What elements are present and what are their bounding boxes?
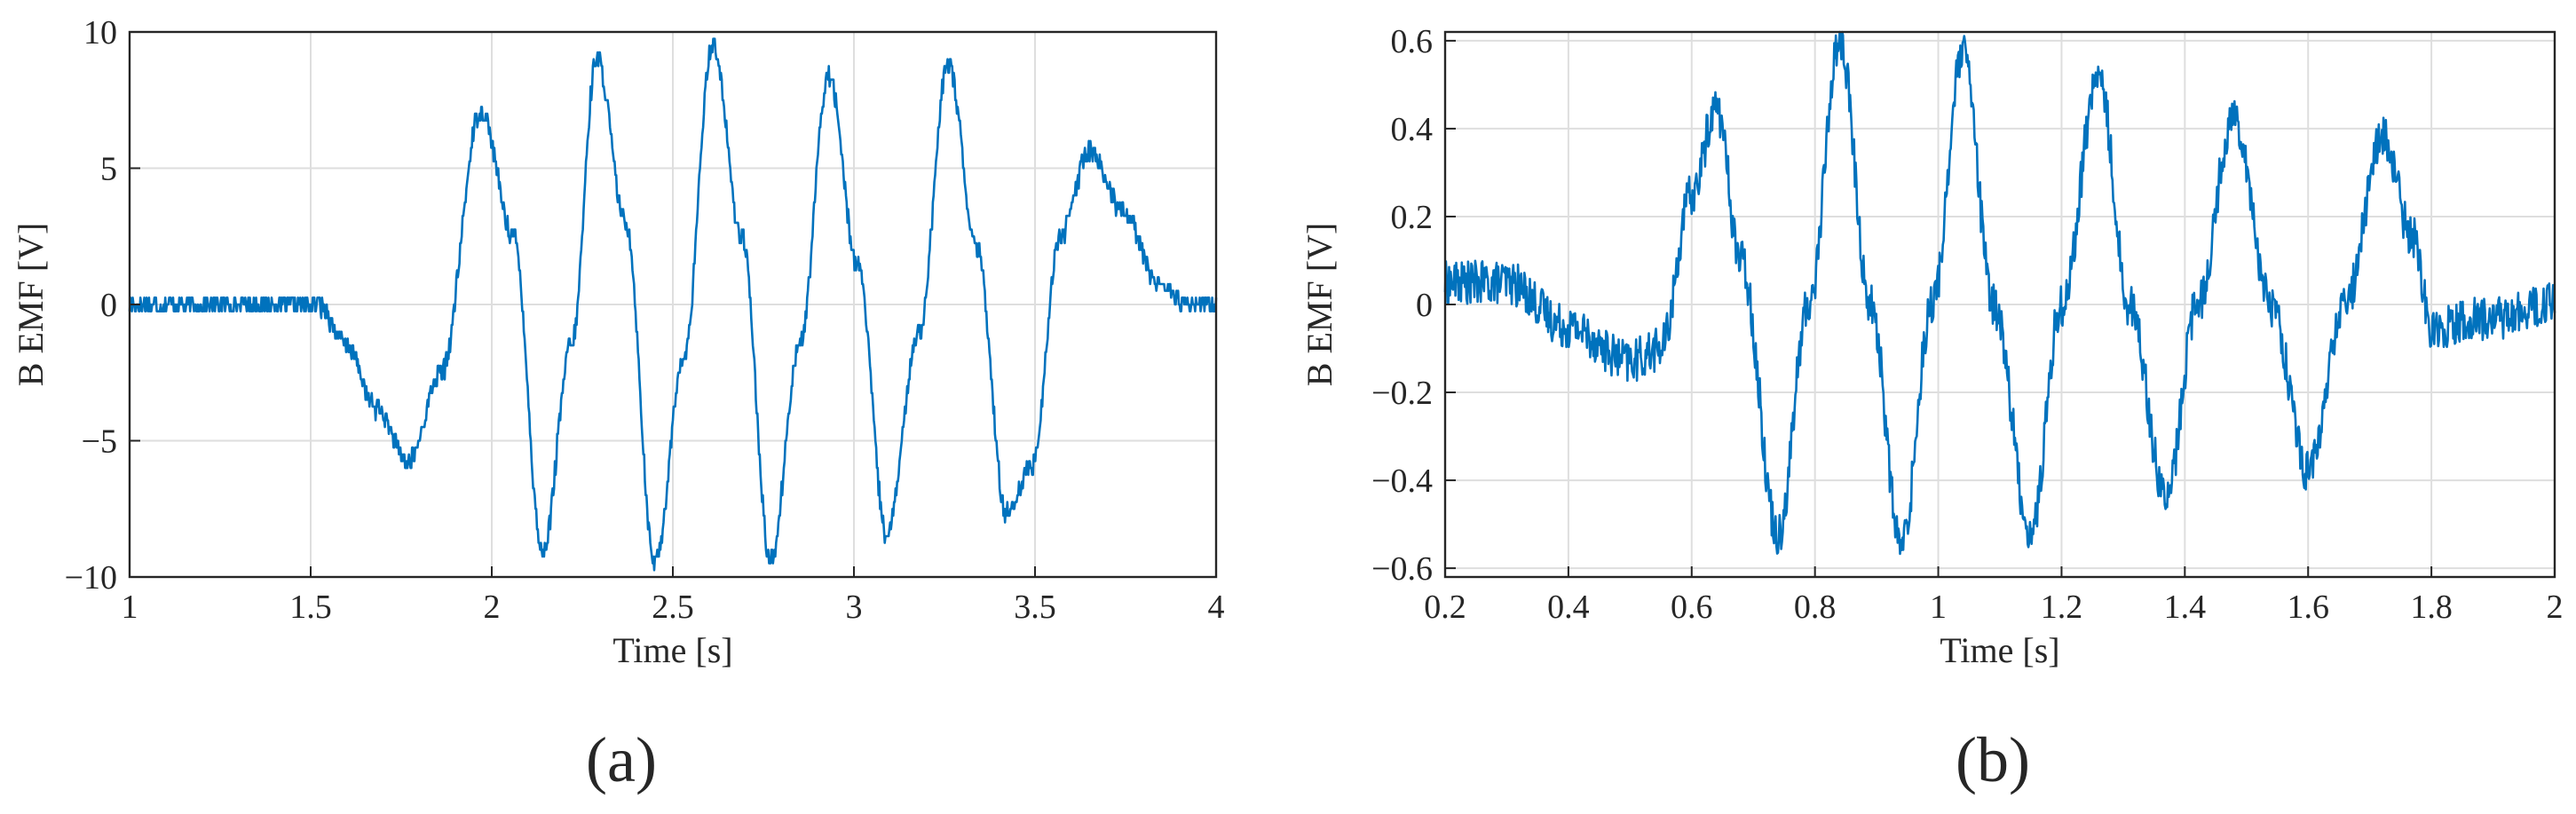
panel-a-x-tick-label: 3 xyxy=(846,589,863,626)
panel-b-x-tick-label: 1.4 xyxy=(2164,589,2207,626)
panel-a-x-ticks: 1 1.5 2 2.5 3 3.5 4 xyxy=(122,566,1225,626)
panel-b-y-tick-label: −0.4 xyxy=(1371,462,1433,500)
panel-a-y-tick-label: 10 xyxy=(83,14,117,51)
panel-b-label: (b) xyxy=(1956,724,2030,795)
panel-b-x-tick-label: 1.8 xyxy=(2410,589,2453,626)
panel-a-x-tick-label: 4 xyxy=(1208,589,1225,626)
panel-b-x-ticks: 0.2 0.4 0.6 0.8 1 1.2 1.4 1.6 1.8 2 xyxy=(1424,566,2564,626)
panel-b-x-tick-label: 1.6 xyxy=(2287,589,2329,626)
panel-b-x-tick-label: 0.6 xyxy=(1671,589,1713,626)
panel-a-y-tick-label: 0 xyxy=(100,287,117,324)
panel-b-y-ticks: −0.6 −0.4 −0.2 0 0.2 0.4 0.6 xyxy=(1371,23,1456,588)
panel-a-label: (a) xyxy=(586,724,657,795)
panel-b-y-tick-label: 0.6 xyxy=(1391,23,1434,60)
panel-a-x-tick-label: 2 xyxy=(484,589,501,626)
panel-b-x-tick-label: 0.2 xyxy=(1424,589,1466,626)
panel-b-y-axis-label: B EMF [V] xyxy=(1300,223,1339,386)
panel-a-chart: 1 1.5 2 2.5 3 3.5 4 −10 −5 0 5 10 Time [s] B EMF [… xyxy=(11,14,1225,795)
panel-b-y-tick-label: 0 xyxy=(1416,287,1433,324)
panel-b-x-tick-label: 0.8 xyxy=(1794,589,1837,626)
panel-b-emf-trace xyxy=(1443,30,2556,556)
panel-a-y-tick-label: 5 xyxy=(100,151,117,188)
panel-a-y-tick-label: −5 xyxy=(82,423,117,461)
panel-b-y-tick-label: −0.6 xyxy=(1371,550,1433,588)
panel-a-x-axis-label: Time [s] xyxy=(612,630,732,670)
panel-a-x-tick-label: 1 xyxy=(122,589,138,626)
panel-a-x-tick-label: 3.5 xyxy=(1014,589,1056,626)
panel-a-x-tick-label: 2.5 xyxy=(652,589,694,626)
panel-b-chart: 0.2 0.4 0.6 0.8 1 1.2 1.4 1.6 1.8 2 −0.6 −0.4 −0.2 0… xyxy=(1300,23,2564,795)
panel-a-emf-trace xyxy=(128,37,1218,572)
panel-a-x-tick-label: 1.5 xyxy=(289,589,332,626)
panel-b-y-tick-label: 0.2 xyxy=(1391,199,1434,236)
panel-a-y-ticks: −10 −5 0 5 10 xyxy=(65,14,140,597)
panel-b-x-tick-label: 1.2 xyxy=(2041,589,2083,626)
panel-b-x-tick-label: 2 xyxy=(2547,589,2564,626)
panel-b-x-tick-label: 1 xyxy=(1930,589,1947,626)
panel-a-y-tick-label: −10 xyxy=(65,559,117,597)
panel-b-x-tick-label: 0.4 xyxy=(1547,589,1590,626)
panel-a-y-axis-label: B EMF [V] xyxy=(11,223,51,386)
panel-b-y-tick-label: 0.4 xyxy=(1391,111,1434,148)
panel-b-x-axis-label: Time [s] xyxy=(1940,630,2059,670)
panel-b-y-tick-label: −0.2 xyxy=(1371,375,1433,412)
